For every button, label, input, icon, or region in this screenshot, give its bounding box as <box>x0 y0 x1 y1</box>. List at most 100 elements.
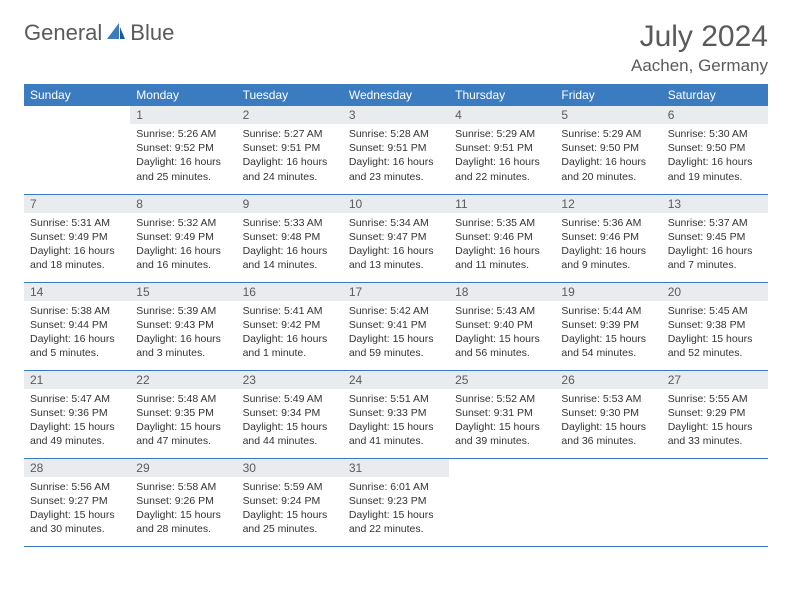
day-detail: Sunrise: 5:51 AMSunset: 9:33 PMDaylight:… <box>343 389 449 453</box>
day-number: 28 <box>24 459 130 477</box>
calendar-day-cell <box>555 458 661 546</box>
weekday-header: Thursday <box>449 84 555 106</box>
day-number: 4 <box>449 106 555 124</box>
weekday-header: Wednesday <box>343 84 449 106</box>
calendar-week-row: 1Sunrise: 5:26 AMSunset: 9:52 PMDaylight… <box>24 106 768 194</box>
day-number: 29 <box>130 459 236 477</box>
day-number: 23 <box>237 371 343 389</box>
logo-text-1: General <box>24 20 102 46</box>
day-number: 10 <box>343 195 449 213</box>
day-detail: Sunrise: 5:35 AMSunset: 9:46 PMDaylight:… <box>449 213 555 277</box>
day-detail: Sunrise: 5:29 AMSunset: 9:50 PMDaylight:… <box>555 124 661 188</box>
calendar-day-cell <box>449 458 555 546</box>
weekday-header-row: SundayMondayTuesdayWednesdayThursdayFrid… <box>24 84 768 106</box>
calendar-day-cell: 18Sunrise: 5:43 AMSunset: 9:40 PMDayligh… <box>449 282 555 370</box>
day-detail: Sunrise: 5:32 AMSunset: 9:49 PMDaylight:… <box>130 213 236 277</box>
calendar-day-cell <box>662 458 768 546</box>
logo-text-2: Blue <box>130 20 174 46</box>
day-detail: Sunrise: 5:56 AMSunset: 9:27 PMDaylight:… <box>24 477 130 541</box>
calendar-day-cell: 8Sunrise: 5:32 AMSunset: 9:49 PMDaylight… <box>130 194 236 282</box>
day-number: 3 <box>343 106 449 124</box>
day-detail: Sunrise: 5:28 AMSunset: 9:51 PMDaylight:… <box>343 124 449 188</box>
calendar-day-cell: 13Sunrise: 5:37 AMSunset: 9:45 PMDayligh… <box>662 194 768 282</box>
calendar-day-cell: 29Sunrise: 5:58 AMSunset: 9:26 PMDayligh… <box>130 458 236 546</box>
day-number: 17 <box>343 283 449 301</box>
calendar-day-cell: 6Sunrise: 5:30 AMSunset: 9:50 PMDaylight… <box>662 106 768 194</box>
day-number: 31 <box>343 459 449 477</box>
day-number: 12 <box>555 195 661 213</box>
day-number: 21 <box>24 371 130 389</box>
weekday-header: Saturday <box>662 84 768 106</box>
day-detail: Sunrise: 5:27 AMSunset: 9:51 PMDaylight:… <box>237 124 343 188</box>
calendar-day-cell: 15Sunrise: 5:39 AMSunset: 9:43 PMDayligh… <box>130 282 236 370</box>
day-detail: Sunrise: 6:01 AMSunset: 9:23 PMDaylight:… <box>343 477 449 541</box>
logo-sail-icon <box>105 21 127 46</box>
weekday-header: Sunday <box>24 84 130 106</box>
day-detail: Sunrise: 5:34 AMSunset: 9:47 PMDaylight:… <box>343 213 449 277</box>
logo: General Blue <box>24 20 174 46</box>
day-number: 18 <box>449 283 555 301</box>
day-number: 30 <box>237 459 343 477</box>
day-number: 5 <box>555 106 661 124</box>
day-number: 20 <box>662 283 768 301</box>
calendar-day-cell: 7Sunrise: 5:31 AMSunset: 9:49 PMDaylight… <box>24 194 130 282</box>
day-detail: Sunrise: 5:49 AMSunset: 9:34 PMDaylight:… <box>237 389 343 453</box>
calendar-day-cell: 10Sunrise: 5:34 AMSunset: 9:47 PMDayligh… <box>343 194 449 282</box>
calendar-day-cell: 25Sunrise: 5:52 AMSunset: 9:31 PMDayligh… <box>449 370 555 458</box>
day-number: 7 <box>24 195 130 213</box>
calendar-body: 1Sunrise: 5:26 AMSunset: 9:52 PMDaylight… <box>24 106 768 546</box>
calendar-day-cell: 16Sunrise: 5:41 AMSunset: 9:42 PMDayligh… <box>237 282 343 370</box>
calendar-day-cell: 27Sunrise: 5:55 AMSunset: 9:29 PMDayligh… <box>662 370 768 458</box>
calendar-day-cell: 21Sunrise: 5:47 AMSunset: 9:36 PMDayligh… <box>24 370 130 458</box>
day-detail: Sunrise: 5:41 AMSunset: 9:42 PMDaylight:… <box>237 301 343 365</box>
calendar-day-cell: 20Sunrise: 5:45 AMSunset: 9:38 PMDayligh… <box>662 282 768 370</box>
weekday-header: Friday <box>555 84 661 106</box>
calendar-day-cell: 24Sunrise: 5:51 AMSunset: 9:33 PMDayligh… <box>343 370 449 458</box>
day-number: 22 <box>130 371 236 389</box>
day-number: 27 <box>662 371 768 389</box>
day-number: 15 <box>130 283 236 301</box>
day-detail: Sunrise: 5:29 AMSunset: 9:51 PMDaylight:… <box>449 124 555 188</box>
day-detail: Sunrise: 5:36 AMSunset: 9:46 PMDaylight:… <box>555 213 661 277</box>
day-detail: Sunrise: 5:52 AMSunset: 9:31 PMDaylight:… <box>449 389 555 453</box>
day-detail: Sunrise: 5:39 AMSunset: 9:43 PMDaylight:… <box>130 301 236 365</box>
calendar-day-cell: 30Sunrise: 5:59 AMSunset: 9:24 PMDayligh… <box>237 458 343 546</box>
day-number: 2 <box>237 106 343 124</box>
calendar-day-cell: 3Sunrise: 5:28 AMSunset: 9:51 PMDaylight… <box>343 106 449 194</box>
calendar-day-cell <box>24 106 130 194</box>
day-number: 1 <box>130 106 236 124</box>
day-detail: Sunrise: 5:59 AMSunset: 9:24 PMDaylight:… <box>237 477 343 541</box>
calendar-day-cell: 4Sunrise: 5:29 AMSunset: 9:51 PMDaylight… <box>449 106 555 194</box>
day-number: 14 <box>24 283 130 301</box>
day-number: 24 <box>343 371 449 389</box>
calendar-day-cell: 22Sunrise: 5:48 AMSunset: 9:35 PMDayligh… <box>130 370 236 458</box>
day-detail: Sunrise: 5:45 AMSunset: 9:38 PMDaylight:… <box>662 301 768 365</box>
day-detail: Sunrise: 5:30 AMSunset: 9:50 PMDaylight:… <box>662 124 768 188</box>
day-number: 19 <box>555 283 661 301</box>
weekday-header: Tuesday <box>237 84 343 106</box>
calendar-day-cell: 11Sunrise: 5:35 AMSunset: 9:46 PMDayligh… <box>449 194 555 282</box>
calendar-week-row: 28Sunrise: 5:56 AMSunset: 9:27 PMDayligh… <box>24 458 768 546</box>
day-number: 8 <box>130 195 236 213</box>
calendar-day-cell: 28Sunrise: 5:56 AMSunset: 9:27 PMDayligh… <box>24 458 130 546</box>
month-title: July 2024 <box>631 20 768 54</box>
day-detail: Sunrise: 5:53 AMSunset: 9:30 PMDaylight:… <box>555 389 661 453</box>
calendar-table: SundayMondayTuesdayWednesdayThursdayFrid… <box>24 84 768 547</box>
calendar-day-cell: 31Sunrise: 6:01 AMSunset: 9:23 PMDayligh… <box>343 458 449 546</box>
title-block: July 2024 Aachen, Germany <box>631 20 768 76</box>
calendar-day-cell: 5Sunrise: 5:29 AMSunset: 9:50 PMDaylight… <box>555 106 661 194</box>
calendar-day-cell: 14Sunrise: 5:38 AMSunset: 9:44 PMDayligh… <box>24 282 130 370</box>
day-number: 9 <box>237 195 343 213</box>
calendar-day-cell: 17Sunrise: 5:42 AMSunset: 9:41 PMDayligh… <box>343 282 449 370</box>
day-detail: Sunrise: 5:47 AMSunset: 9:36 PMDaylight:… <box>24 389 130 453</box>
day-number: 26 <box>555 371 661 389</box>
day-detail: Sunrise: 5:38 AMSunset: 9:44 PMDaylight:… <box>24 301 130 365</box>
calendar-week-row: 21Sunrise: 5:47 AMSunset: 9:36 PMDayligh… <box>24 370 768 458</box>
day-detail: Sunrise: 5:48 AMSunset: 9:35 PMDaylight:… <box>130 389 236 453</box>
day-detail: Sunrise: 5:58 AMSunset: 9:26 PMDaylight:… <box>130 477 236 541</box>
calendar-day-cell: 19Sunrise: 5:44 AMSunset: 9:39 PMDayligh… <box>555 282 661 370</box>
day-detail: Sunrise: 5:31 AMSunset: 9:49 PMDaylight:… <box>24 213 130 277</box>
day-detail: Sunrise: 5:33 AMSunset: 9:48 PMDaylight:… <box>237 213 343 277</box>
calendar-day-cell: 1Sunrise: 5:26 AMSunset: 9:52 PMDaylight… <box>130 106 236 194</box>
calendar-week-row: 14Sunrise: 5:38 AMSunset: 9:44 PMDayligh… <box>24 282 768 370</box>
